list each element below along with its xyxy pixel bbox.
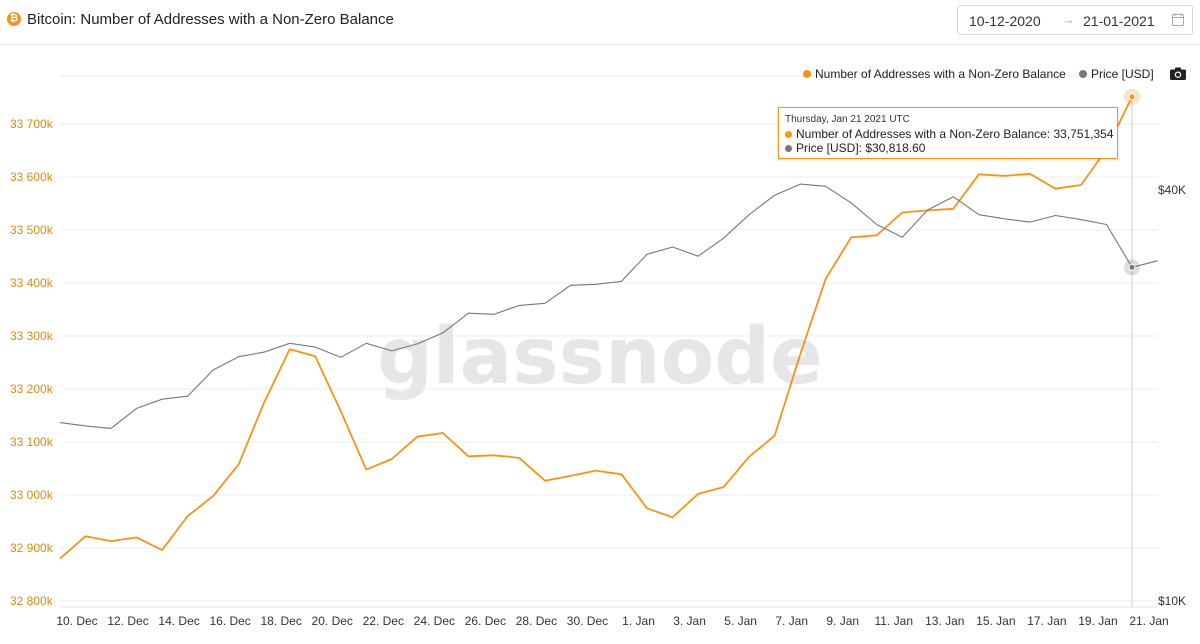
x-tick-label: 24. Dec xyxy=(414,614,455,628)
y-left-tick-label: 33 700k xyxy=(10,117,54,131)
legend-dot-addresses xyxy=(803,70,811,78)
legend-label-addresses: Number of Addresses with a Non-Zero Bala… xyxy=(815,67,1066,81)
x-tick-label: 3. Jan xyxy=(673,614,706,628)
date-range-picker[interactable]: 10-12-2020 → 21-01-2021 xyxy=(957,5,1193,35)
y-left-tick-label: 32 900k xyxy=(10,541,54,555)
x-axis: 10. Dec 12. Dec 14. Dec 16. Dec 18. Dec 20. D… xyxy=(56,614,1168,628)
x-tick-label: 10. Dec xyxy=(56,614,97,628)
x-tick-label: 14. Dec xyxy=(158,614,199,628)
legend-item-addresses[interactable]: Number of Addresses with a Non-Zero Bala… xyxy=(803,67,1066,81)
x-tick-label: 28. Dec xyxy=(516,614,557,628)
series-layer xyxy=(59,96,1158,560)
x-tick-label: 13. Jan xyxy=(925,614,964,628)
x-tick-label: 19. Jan xyxy=(1078,614,1117,628)
y-left-tick-label: 32 800k xyxy=(10,594,54,608)
y-right-tick-label: $40K xyxy=(1158,183,1186,197)
tooltip-row-price: Price [USD]: $30,818.60 xyxy=(785,141,1111,155)
y-left-tick-label: 33 000k xyxy=(10,488,54,502)
y-right-axis: $10K $40K xyxy=(1158,183,1186,608)
legend: Number of Addresses with a Non-Zero Bala… xyxy=(0,67,1200,83)
date-range-arrow: → xyxy=(1062,12,1075,27)
y-left-tick-label: 33 200k xyxy=(10,382,54,396)
tooltip: Thursday, Jan 21 2021 UTC Number of Addr… xyxy=(778,107,1118,159)
tooltip-date: Thursday, Jan 21 2021 UTC xyxy=(785,114,910,125)
x-tick-label: 5. Jan xyxy=(724,614,757,628)
x-tick-label: 22. Dec xyxy=(363,614,404,628)
camera-icon[interactable] xyxy=(1170,67,1186,80)
x-tick-label: 20. Dec xyxy=(312,614,353,628)
tooltip-dot-addresses xyxy=(785,131,792,138)
legend-dot-price xyxy=(1079,70,1087,78)
hover-marker-price xyxy=(1128,263,1136,271)
y-left-tick-label: 33 500k xyxy=(10,223,54,237)
y-left-tick-label: 33 600k xyxy=(10,170,54,184)
x-tick-label: 15. Jan xyxy=(976,614,1015,628)
watermark: glassnode xyxy=(377,312,823,402)
x-tick-label: 26. Dec xyxy=(465,614,506,628)
date-start-input[interactable]: 10-12-2020 xyxy=(969,13,1041,29)
bitcoin-icon: ₿ xyxy=(7,12,21,26)
tooltip-value-addresses: 33,751,354 xyxy=(1053,127,1114,141)
x-tick-label: 9. Jan xyxy=(826,614,859,628)
x-tick-label: 12. Dec xyxy=(107,614,148,628)
legend-label-price: Price [USD] xyxy=(1091,67,1154,81)
series-line-addresses xyxy=(59,96,1133,560)
x-tick-label: 17. Jan xyxy=(1027,614,1066,628)
hover-marker-addresses xyxy=(1128,93,1136,101)
grid-lines xyxy=(60,75,1158,608)
y-right-tick-label: $10K xyxy=(1158,594,1186,608)
y-left-tick-label: 33 400k xyxy=(10,276,54,290)
x-tick-label: 16. Dec xyxy=(209,614,250,628)
x-tick-label: 1. Jan xyxy=(622,614,655,628)
x-tick-label: 18. Dec xyxy=(261,614,302,628)
tooltip-value-price: $30,818.60 xyxy=(865,141,926,155)
chart-header: ₿ Bitcoin: Number of Addresses with a No… xyxy=(0,0,1200,45)
y-left-tick-label: 33 100k xyxy=(10,435,54,449)
x-tick-label: 7. Jan xyxy=(775,614,808,628)
tooltip-row-addresses: Number of Addresses with a Non-Zero Bala… xyxy=(785,127,1114,141)
marker-layer xyxy=(1124,88,1140,276)
tooltip-label-price: Price [USD]: xyxy=(796,141,863,155)
series-line-price xyxy=(59,183,1158,429)
y-left-tick-label: 33 300k xyxy=(10,329,54,343)
tooltip-dot-price xyxy=(785,145,792,152)
x-tick-label: 11. Jan xyxy=(875,614,913,628)
x-tick-label: 30. Dec xyxy=(567,614,608,628)
chart-title: Bitcoin: Number of Addresses with a Non-… xyxy=(27,11,394,28)
date-end-input[interactable]: 21-01-2021 xyxy=(1083,13,1155,29)
tooltip-label-addresses: Number of Addresses with a Non-Zero Bala… xyxy=(796,127,1051,141)
legend-item-price[interactable]: Price [USD] xyxy=(1079,67,1154,81)
calendar-icon[interactable] xyxy=(1172,13,1184,26)
x-tick-label: 21. Jan xyxy=(1129,614,1168,628)
y-left-axis: 32 800k 32 900k 33 000k 33 100k 33 200k 33 30… xyxy=(10,117,54,608)
